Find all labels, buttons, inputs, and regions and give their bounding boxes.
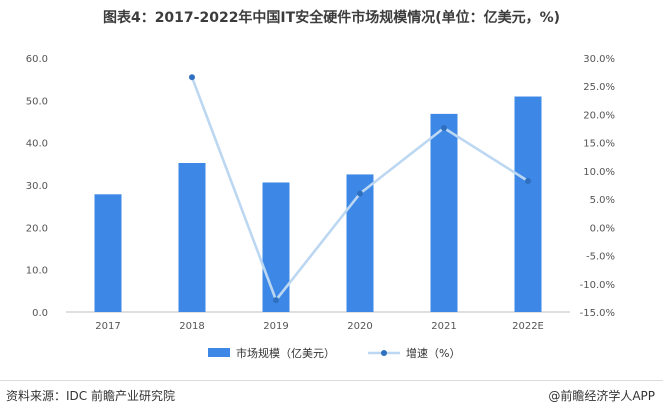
growth-point-2020 xyxy=(357,190,363,197)
y-right-tick-label: 0.0% xyxy=(590,223,615,234)
source-note: 资料来源：IDC 前瞻产业研究院 xyxy=(6,389,175,403)
x-tick-label: 2022E xyxy=(512,321,544,332)
y-left-tick-label: 20.0 xyxy=(26,223,48,234)
y-left-tick-label: 10.0 xyxy=(26,266,48,277)
x-tick-label: 2020 xyxy=(347,321,372,332)
legend-line-label: 增速（%） xyxy=(406,346,460,360)
y-left-tick-label: 30.0 xyxy=(26,181,48,192)
chart-title: 图表4：2017-2022年中国IT安全硬件市场规模情况(单位：亿美元，%) xyxy=(102,10,561,26)
legend-bar-label: 市场规模（亿美元） xyxy=(236,346,335,360)
bar-2018 xyxy=(178,162,206,312)
y-left-tick-label: 40.0 xyxy=(26,139,48,150)
chart-area: 0.0 10.0 20.0 30.0 40.0 50.0 60.0 -15.0% -10.0% -… xyxy=(26,54,615,360)
growth-point-2018 xyxy=(189,74,195,81)
growth-point-2019 xyxy=(273,297,279,304)
brand-note: @前瞻经济学人APP xyxy=(548,389,655,403)
y-right-tick-label: -5.0% xyxy=(586,252,615,263)
legend: 市场规模（亿美元） 增速（%） xyxy=(208,346,460,360)
y-right-tick-label: 25.0% xyxy=(583,82,615,93)
y-left-tick-label: 60.0 xyxy=(26,54,48,65)
y-right-tick-label: 5.0% xyxy=(590,195,615,206)
bar-2020 xyxy=(346,174,374,312)
growth-point-2022E xyxy=(525,178,531,185)
axes: 0.0 10.0 20.0 30.0 40.0 50.0 60.0 -15.0% -10.0% -… xyxy=(26,54,615,332)
y-right-tick-label: 30.0% xyxy=(583,54,615,65)
y-left-tick-label: 50.0 xyxy=(26,96,48,107)
legend-line-marker xyxy=(381,350,387,356)
y-right-tick-label: 10.0% xyxy=(583,167,615,178)
bar-2022E xyxy=(514,96,542,312)
footer: 资料来源：IDC 前瞻产业研究院 @前瞻经济学人APP xyxy=(0,380,663,413)
line-series xyxy=(189,74,531,304)
y-left-tick-label: 0.0 xyxy=(32,308,48,319)
bar-2019 xyxy=(262,182,290,312)
legend-bar-swatch xyxy=(208,348,230,357)
x-tick-label: 2017 xyxy=(95,321,120,332)
x-tick-label: 2021 xyxy=(431,321,456,332)
bar-series xyxy=(94,96,542,312)
x-tick-label: 2018 xyxy=(179,321,204,332)
y-right-tick-label: 15.0% xyxy=(583,139,615,150)
growth-point-2021 xyxy=(441,124,447,131)
y-right-tick-label: 20.0% xyxy=(583,110,615,121)
bar-2017 xyxy=(94,194,122,312)
y-right-tick-label: -10.0% xyxy=(580,280,615,291)
y-right-tick-label: -15.0% xyxy=(580,308,615,319)
x-tick-label: 2019 xyxy=(263,321,288,332)
bar-2021 xyxy=(430,113,458,312)
